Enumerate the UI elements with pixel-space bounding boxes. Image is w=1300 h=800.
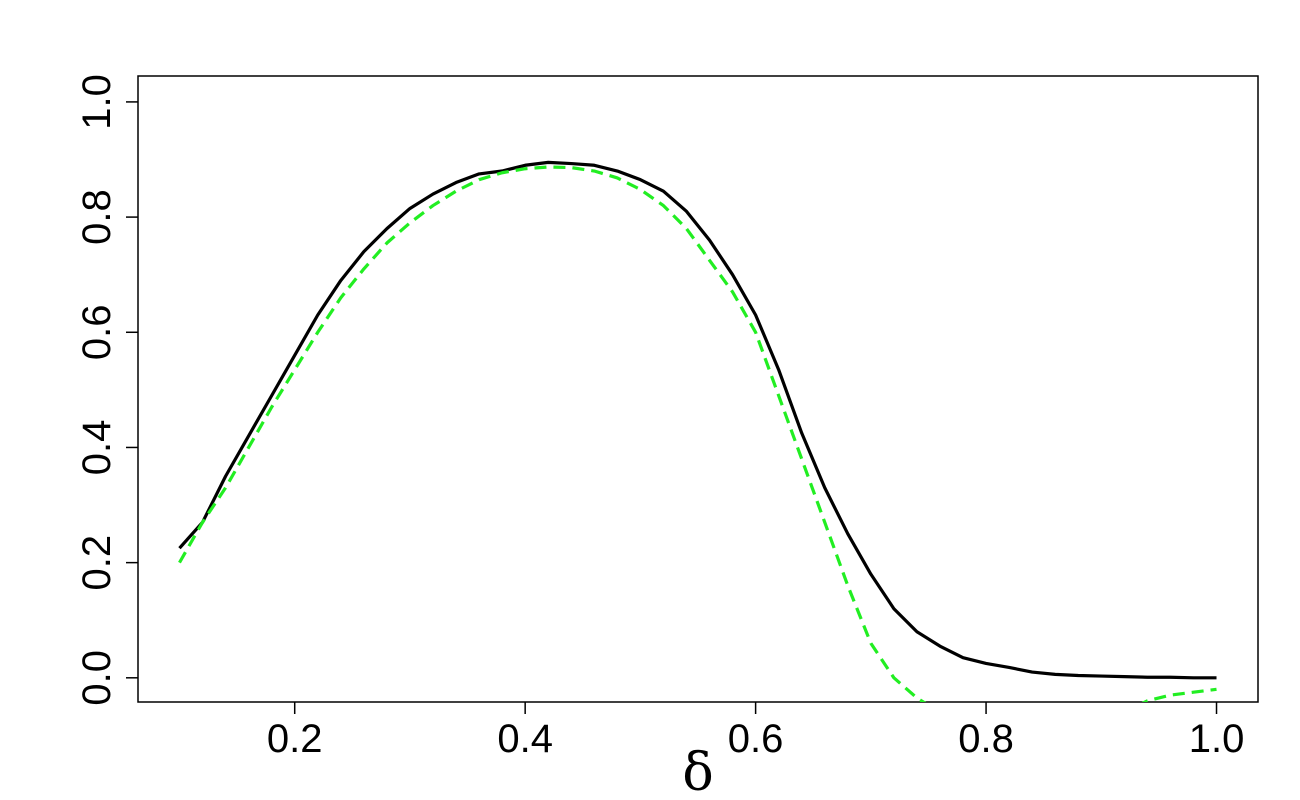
x-tick-label: 0.2 [267, 717, 323, 761]
plot-area [178, 160, 1217, 702]
y-tick-label: 0.0 [75, 650, 119, 706]
x-tick-label: 0.6 [728, 717, 784, 761]
x-tick-label: 0.4 [497, 717, 553, 761]
series-line [178, 160, 1217, 680]
x-tick-label: 0.8 [958, 717, 1014, 761]
y-tick-label: 0.4 [75, 420, 119, 476]
plot-box [137, 75, 1259, 703]
y-tick-label: 1.0 [75, 74, 119, 130]
x-tick-label: 1.0 [1189, 717, 1245, 761]
y-tick-label: 0.2 [75, 535, 119, 591]
y-tick-label: 0.6 [75, 304, 119, 360]
x-axis-label: δ [682, 743, 713, 800]
y-tick-label: 0.8 [75, 189, 119, 245]
series-line [178, 165, 1217, 702]
